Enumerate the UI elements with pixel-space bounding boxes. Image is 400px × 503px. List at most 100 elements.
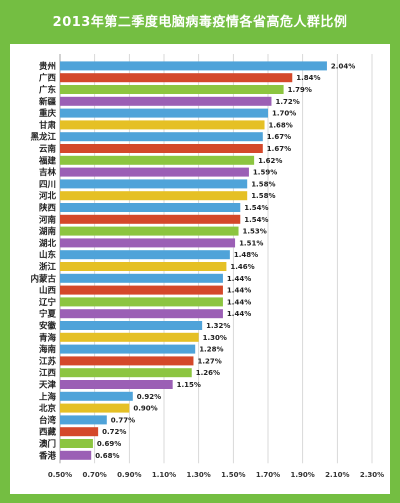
bar <box>60 309 223 319</box>
category-label: 新疆 <box>39 96 57 107</box>
bar-chart: 0.50% 0.70% 0.90% 1.10% 1.30% 1.50% 1.70% 1.90%… <box>30 54 384 479</box>
x-tick-label: 0.50% <box>48 471 72 479</box>
value-label: 1.44% <box>227 298 251 306</box>
value-label: 1.67% <box>267 145 291 153</box>
category-label: 安徽 <box>39 321 57 332</box>
bar <box>60 403 130 413</box>
value-label: 1.28% <box>199 346 223 354</box>
bar <box>60 226 239 236</box>
value-label: 1.48% <box>234 251 258 259</box>
bar <box>60 415 107 425</box>
category-label: 青海 <box>39 332 57 343</box>
chart-title: 2013年第二季度电脑病毒疫情各省高危人群比例 <box>52 15 348 30</box>
category-label: 海南 <box>39 344 57 355</box>
category-label: 辽宁 <box>39 297 57 308</box>
category-label: 山西 <box>39 285 57 296</box>
bar <box>60 427 99 437</box>
bar <box>60 96 272 106</box>
bar <box>60 273 223 283</box>
value-label: 1.59% <box>253 169 277 177</box>
category-label: 天津 <box>39 380 57 391</box>
value-label: 1.84% <box>296 74 320 82</box>
x-tick-label: 0.90% <box>117 471 141 479</box>
bar <box>60 108 268 118</box>
bar <box>60 380 173 389</box>
bar <box>60 391 133 401</box>
value-label: 1.30% <box>203 334 227 342</box>
value-label: 0.90% <box>133 405 157 413</box>
category-label: 香港 <box>38 450 57 461</box>
chart-panel: 0.50% 0.70% 0.90% 1.10% 1.30% 1.50% 1.70% 1.90%… <box>10 44 390 494</box>
value-label: 2.04% <box>331 62 355 70</box>
value-label: 1.32% <box>206 322 230 330</box>
value-label: 1.44% <box>227 310 251 318</box>
x-tick-label: 2.30% <box>360 471 384 479</box>
value-label: 1.58% <box>251 180 275 188</box>
bar <box>60 297 223 307</box>
category-label: 吉林 <box>39 167 57 178</box>
value-label: 1.44% <box>227 287 251 295</box>
category-label: 澳门 <box>39 439 56 450</box>
x-tick-label: 1.10% <box>152 471 176 479</box>
category-label: 西藏 <box>39 427 57 438</box>
value-label: 1.79% <box>288 86 312 94</box>
x-tick-label: 2.10% <box>325 471 349 479</box>
x-tick-label: 1.30% <box>187 471 211 479</box>
bar <box>60 144 263 153</box>
category-label: 湖南 <box>39 226 57 237</box>
category-label: 重庆 <box>39 108 57 119</box>
value-label: 1.46% <box>230 263 254 271</box>
value-label: 1.53% <box>243 228 267 236</box>
x-tick-label: 1.90% <box>291 471 315 479</box>
bar <box>60 85 284 94</box>
bar <box>60 262 227 271</box>
value-label: 1.27% <box>197 357 221 365</box>
category-label: 河北 <box>39 191 57 202</box>
value-label: 1.51% <box>239 239 263 247</box>
value-label: 0.77% <box>111 416 135 424</box>
x-tick-label: 1.50% <box>221 471 245 479</box>
bar <box>60 167 249 177</box>
value-label: 1.58% <box>251 192 275 200</box>
value-label: 1.44% <box>227 275 251 283</box>
category-label: 甘肃 <box>39 120 57 131</box>
bar <box>60 285 223 295</box>
value-label: 0.68% <box>95 452 119 460</box>
category-label: 河南 <box>39 214 57 225</box>
bar <box>60 191 248 201</box>
bar <box>60 450 92 460</box>
category-label: 浙江 <box>39 262 57 273</box>
bar <box>60 238 236 248</box>
bar <box>60 132 263 142</box>
bar <box>60 120 265 130</box>
category-label: 台湾 <box>39 415 57 426</box>
value-label: 1.15% <box>177 381 201 389</box>
category-label: 陕西 <box>39 203 57 214</box>
category-label: 江苏 <box>39 356 57 367</box>
value-label: 0.92% <box>137 393 161 401</box>
bar <box>60 214 241 224</box>
bar <box>60 321 203 330</box>
x-tick-label: 1.70% <box>256 471 280 479</box>
value-label: 0.69% <box>97 440 121 448</box>
category-label: 云南 <box>39 144 57 155</box>
bar <box>60 155 255 165</box>
value-label: 1.70% <box>272 110 296 118</box>
bar <box>60 179 248 189</box>
category-label: 湖北 <box>39 238 57 249</box>
category-label: 四川 <box>39 180 56 190</box>
category-label: 福建 <box>38 155 57 166</box>
category-label: 贵州 <box>39 61 56 72</box>
bar <box>60 203 241 212</box>
bar <box>60 61 327 71</box>
value-label: 1.67% <box>267 133 291 141</box>
bar <box>60 344 196 354</box>
category-label: 江西 <box>39 368 57 379</box>
category-label: 内蒙古 <box>30 273 56 284</box>
category-label: 山东 <box>39 250 57 261</box>
category-label: 上海 <box>39 391 57 402</box>
category-label: 广西 <box>39 73 57 84</box>
bar <box>60 368 192 378</box>
category-label: 黑龙江 <box>30 132 56 143</box>
